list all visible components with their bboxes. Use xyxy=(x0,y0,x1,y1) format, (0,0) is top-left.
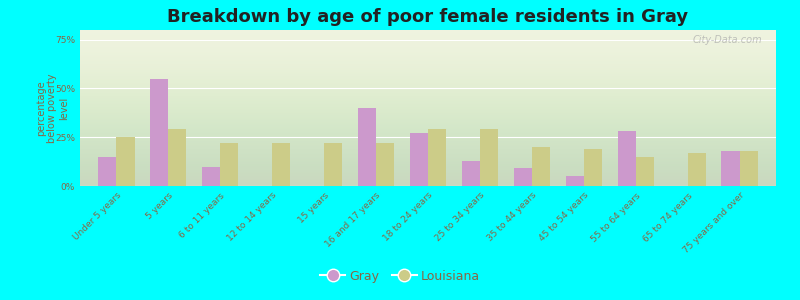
Bar xyxy=(324,143,342,186)
Bar xyxy=(532,147,550,186)
Bar xyxy=(272,143,290,186)
Bar xyxy=(480,129,498,186)
Bar xyxy=(636,157,654,186)
Bar xyxy=(566,176,584,186)
Bar xyxy=(202,167,220,186)
Bar xyxy=(358,108,376,186)
Bar xyxy=(462,161,480,186)
Legend: Gray, Louisiana: Gray, Louisiana xyxy=(315,265,485,288)
Bar xyxy=(740,151,758,186)
Bar xyxy=(514,168,532,186)
Bar xyxy=(168,129,186,186)
Bar xyxy=(428,129,446,186)
Text: City-Data.com: City-Data.com xyxy=(693,35,762,45)
Y-axis label: percentage
below poverty
level: percentage below poverty level xyxy=(36,73,69,143)
Title: Breakdown by age of poor female residents in Gray: Breakdown by age of poor female resident… xyxy=(167,8,689,26)
Bar xyxy=(618,131,636,186)
Bar xyxy=(98,157,116,186)
Bar xyxy=(376,143,394,186)
Bar xyxy=(410,133,428,186)
Bar xyxy=(688,153,706,186)
Bar xyxy=(116,137,134,186)
Bar xyxy=(722,151,740,186)
Bar xyxy=(150,79,168,186)
Bar xyxy=(584,149,602,186)
Bar xyxy=(220,143,238,186)
